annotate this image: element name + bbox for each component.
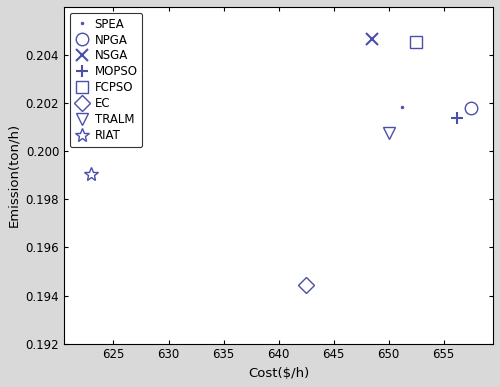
Legend: SPEA, NPGA, NSGA, MOPSO, FCPSO, EC, TRALM, RIAT: SPEA, NPGA, NSGA, MOPSO, FCPSO, EC, TRAL… <box>70 13 142 147</box>
Y-axis label: Emission(ton/h): Emission(ton/h) <box>7 123 20 227</box>
X-axis label: Cost($/h): Cost($/h) <box>248 367 309 380</box>
